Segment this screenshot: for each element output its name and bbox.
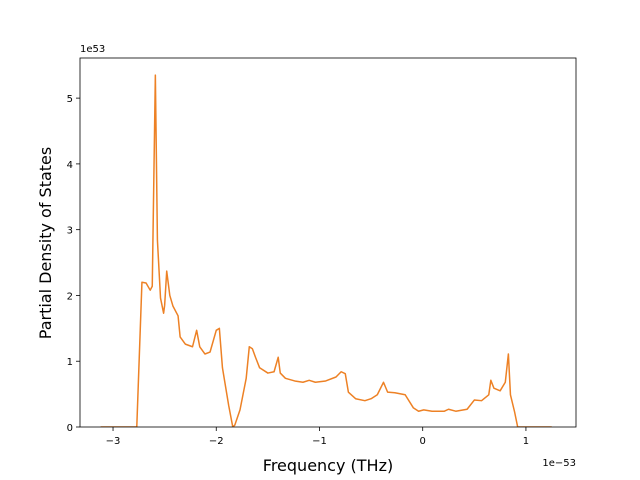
y-offset-label: 1e53 [80,44,105,55]
y-tick-label: 2 [67,291,73,302]
x-offset-label: 1e−53 [542,458,576,469]
plot-frame [79,57,577,428]
x-tick-label: −2 [209,436,224,447]
y-tick-label: 1 [67,357,73,368]
x-tick-label: −1 [312,436,327,447]
y-tick-label: 4 [67,160,73,171]
y-tick-label: 3 [67,226,73,237]
x-tick-label: −3 [106,436,121,447]
x-tick-label: 0 [420,436,426,447]
y-tick-label: 5 [67,94,73,105]
y-tick-label: 0 [67,423,73,434]
x-axis-label: Frequency (THz) [263,456,393,475]
y-axis-label: Partial Density of States [36,147,55,339]
x-tick-label: 1 [523,436,529,447]
line [100,74,552,427]
